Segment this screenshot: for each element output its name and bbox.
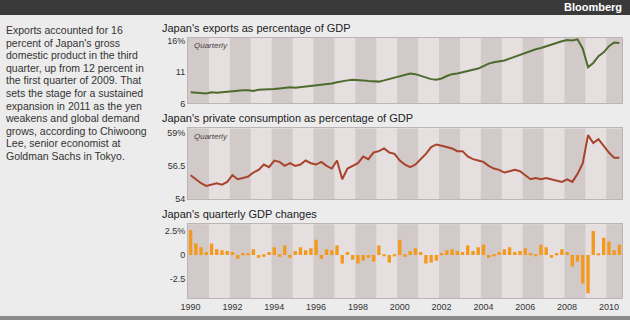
svg-text:54: 54 — [175, 194, 185, 204]
svg-text:Quarterly: Quarterly — [194, 41, 228, 50]
svg-text:2006: 2006 — [515, 302, 535, 312]
svg-text:16%: 16% — [167, 36, 185, 46]
svg-text:2004: 2004 — [473, 302, 493, 312]
svg-text:Japan's private consumption as: Japan's private consumption as percentag… — [162, 112, 413, 124]
svg-text:Japan's quarterly GDP changes: Japan's quarterly GDP changes — [162, 208, 317, 220]
html-text:Exports accounted for 16 perce: Exports accounted for 16 percent of Japa… — [6, 24, 147, 162]
svg-text:1992: 1992 — [222, 302, 242, 312]
svg-text:1998: 1998 — [348, 302, 368, 312]
svg-text:1996: 1996 — [306, 302, 326, 312]
svg-text:11: 11 — [176, 67, 185, 77]
svg-text:2008: 2008 — [557, 302, 577, 312]
svg-text:6: 6 — [180, 99, 185, 109]
svg-text:59%: 59% — [167, 128, 185, 138]
svg-text:2010: 2010 — [599, 302, 619, 312]
svg-text:1994: 1994 — [264, 302, 284, 312]
svg-text:56.5: 56.5 — [168, 161, 186, 171]
svg-text:1990: 1990 — [181, 302, 201, 312]
svg-text:Quarterly: Quarterly — [194, 132, 228, 141]
svg-text:Japan's exports as percentage: Japan's exports as percentage of GDP — [162, 22, 351, 34]
svg-text:2.5%: 2.5% — [165, 226, 186, 236]
svg-text:2002: 2002 — [432, 302, 452, 312]
svg-text:2000: 2000 — [390, 302, 410, 312]
html-text:Bloomberg: Bloomberg — [563, 1, 622, 13]
svg-text:-2.5: -2.5 — [170, 274, 186, 284]
svg-text:0: 0 — [180, 250, 185, 260]
